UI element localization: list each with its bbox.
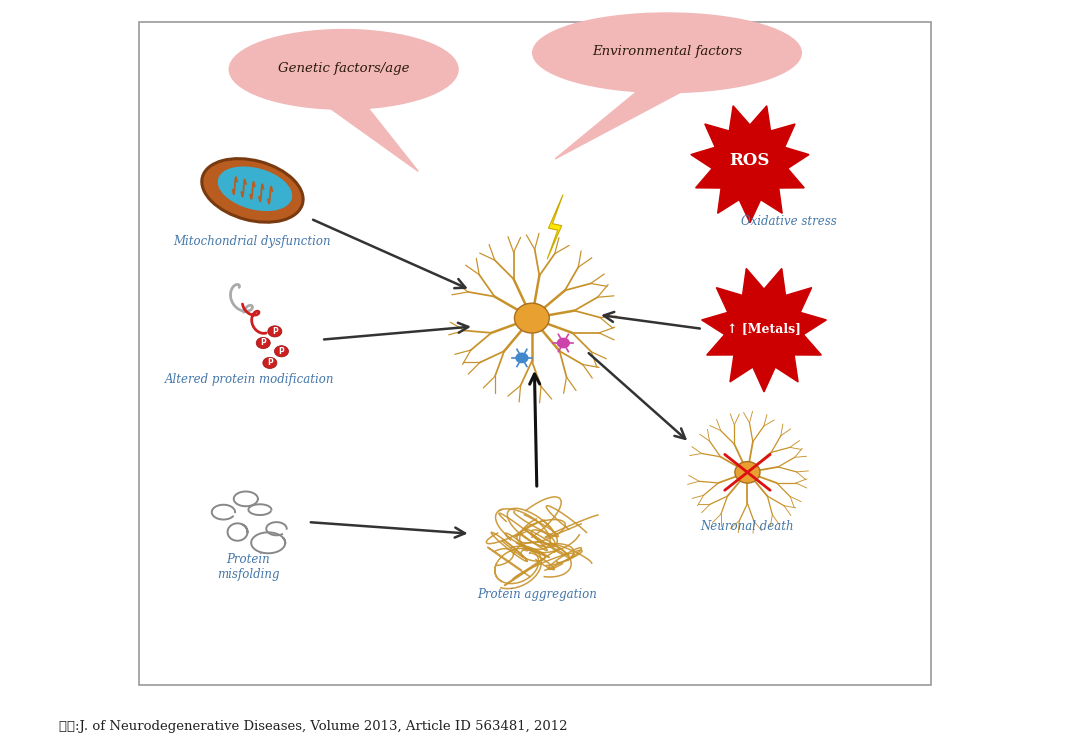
Ellipse shape [218, 166, 292, 211]
Ellipse shape [268, 326, 282, 337]
Polygon shape [690, 106, 809, 222]
Polygon shape [555, 87, 691, 159]
Text: Neuronal death: Neuronal death [701, 520, 794, 533]
Ellipse shape [275, 346, 289, 357]
Text: Oxidative stress: Oxidative stress [741, 215, 837, 228]
Text: 출처:J. of Neurodegenerative Diseases, Volume 2013, Article ID 563481, 2012: 출처:J. of Neurodegenerative Diseases, Vol… [59, 720, 568, 733]
Ellipse shape [229, 29, 458, 109]
Polygon shape [701, 268, 826, 392]
Text: ROS: ROS [730, 152, 770, 169]
Ellipse shape [256, 337, 270, 348]
Ellipse shape [201, 159, 303, 222]
Polygon shape [323, 103, 418, 172]
Text: Genetic factors/age: Genetic factors/age [278, 62, 409, 75]
Text: P: P [279, 347, 284, 356]
Text: P: P [267, 358, 272, 368]
Text: Protein aggregation: Protein aggregation [477, 589, 597, 601]
Text: Mitochondrial dysfunction: Mitochondrial dysfunction [173, 235, 332, 248]
Text: ↑ [Metals]: ↑ [Metals] [727, 322, 801, 336]
Text: P: P [272, 327, 278, 336]
Text: P: P [261, 339, 266, 348]
Ellipse shape [515, 303, 549, 333]
Ellipse shape [515, 353, 529, 363]
Polygon shape [547, 195, 563, 259]
Ellipse shape [557, 338, 570, 348]
Text: Protein
misfolding: Protein misfolding [218, 553, 280, 580]
Text: Altered protein modification: Altered protein modification [165, 373, 335, 386]
Ellipse shape [735, 461, 760, 483]
Text: Environmental factors: Environmental factors [592, 46, 742, 58]
Ellipse shape [533, 13, 801, 93]
Ellipse shape [263, 357, 277, 369]
FancyBboxPatch shape [139, 22, 931, 685]
